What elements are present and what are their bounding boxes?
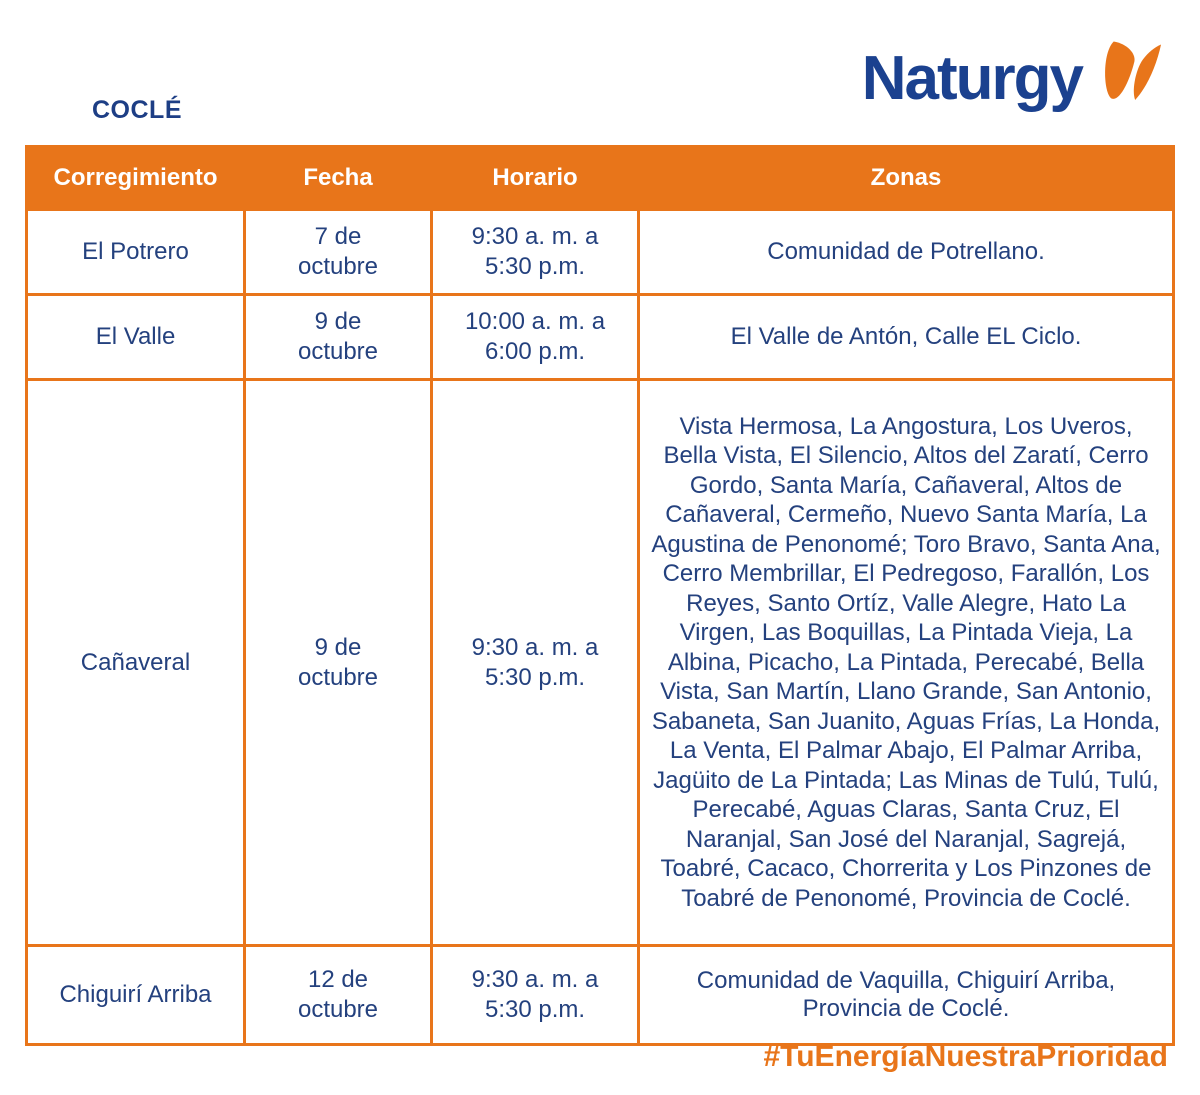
header-corregimiento: Corregimiento bbox=[25, 145, 246, 211]
cell-zonas: El Valle de Antón, Calle EL Ciclo. bbox=[637, 293, 1175, 381]
cell-corregimiento: El Potrero bbox=[25, 208, 246, 296]
cell-horario: 9:30 a. m. a 5:30 p.m. bbox=[430, 378, 640, 947]
region-title: COCLÉ bbox=[92, 96, 182, 124]
naturgy-logo: Naturgy bbox=[862, 34, 1164, 120]
cell-horario: 9:30 a. m. a 5:30 p.m. bbox=[430, 208, 640, 296]
cell-corregimiento: Chiguirí Arriba bbox=[25, 944, 246, 1046]
table-row: El Potrero 7 de octubre 9:30 a. m. a 5:3… bbox=[25, 208, 1175, 296]
table-header-row: Corregimiento Fecha Horario Zonas bbox=[25, 145, 1175, 211]
table-row: El Valle 9 de octubre 10:00 a. m. a 6:00… bbox=[25, 293, 1175, 381]
cell-corregimiento: El Valle bbox=[25, 293, 246, 381]
cell-horario: 9:30 a. m. a 5:30 p.m. bbox=[430, 944, 640, 1046]
cell-fecha: 12 de octubre bbox=[243, 944, 433, 1046]
cell-zonas: Comunidad de Potrellano. bbox=[637, 208, 1175, 296]
naturgy-wordmark: Naturgy bbox=[861, 44, 1084, 113]
butterfly-icon bbox=[1105, 41, 1162, 100]
cell-zonas: Vista Hermosa, La Angostura, Los Uveros,… bbox=[637, 378, 1175, 947]
cell-horario: 10:00 a. m. a 6:00 p.m. bbox=[430, 293, 640, 381]
header-horario: Horario bbox=[430, 145, 640, 211]
header-fecha: Fecha bbox=[243, 145, 433, 211]
table-row: Chiguirí Arriba 12 de octubre 9:30 a. m.… bbox=[25, 944, 1175, 1046]
outage-schedule-table: Corregimiento Fecha Horario Zonas El Pot… bbox=[25, 145, 1175, 1046]
cell-corregimiento: Cañaveral bbox=[25, 378, 246, 947]
table-row: Cañaveral 9 de octubre 9:30 a. m. a 5:30… bbox=[25, 378, 1175, 947]
cell-zonas: Comunidad de Vaquilla, Chiguirí Arriba, … bbox=[637, 944, 1175, 1046]
cell-fecha: 7 de octubre bbox=[243, 208, 433, 296]
header-zonas: Zonas bbox=[637, 145, 1175, 211]
campaign-hashtag: #TuEnergíaNuestraPrioridad bbox=[763, 1040, 1168, 1073]
cell-fecha: 9 de octubre bbox=[243, 378, 433, 947]
cell-fecha: 9 de octubre bbox=[243, 293, 433, 381]
